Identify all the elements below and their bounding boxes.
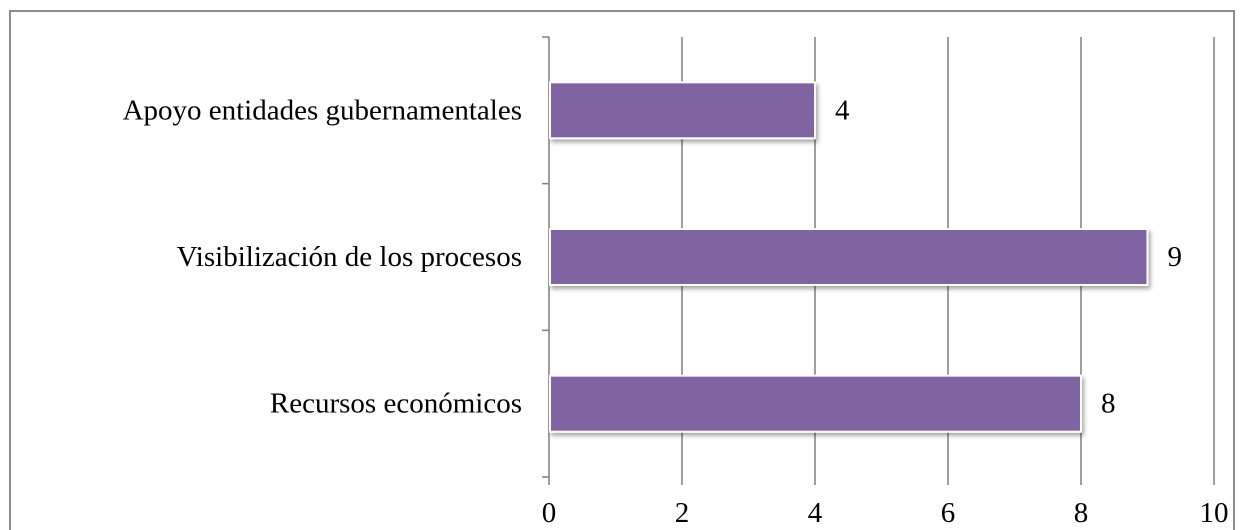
category-label: Visibilización de los procesos: [177, 241, 522, 273]
bar: [549, 228, 1149, 286]
data-label: 8: [1101, 388, 1116, 420]
x-tick-label: 4: [808, 497, 823, 529]
category-label: Recursos económicos: [270, 388, 522, 420]
bar: [549, 374, 1082, 433]
data-label: 9: [1168, 241, 1183, 273]
x-tick-label: 0: [542, 497, 557, 529]
category-label: Apoyo entidades gubernamentales: [123, 94, 522, 126]
x-tick-label: 2: [675, 497, 690, 529]
data-label: 4: [835, 94, 850, 126]
x-tick-label: 6: [941, 497, 956, 529]
x-tick-label: 10: [1200, 497, 1229, 529]
bar: [549, 81, 816, 140]
x-tick-label: 8: [1074, 497, 1089, 529]
